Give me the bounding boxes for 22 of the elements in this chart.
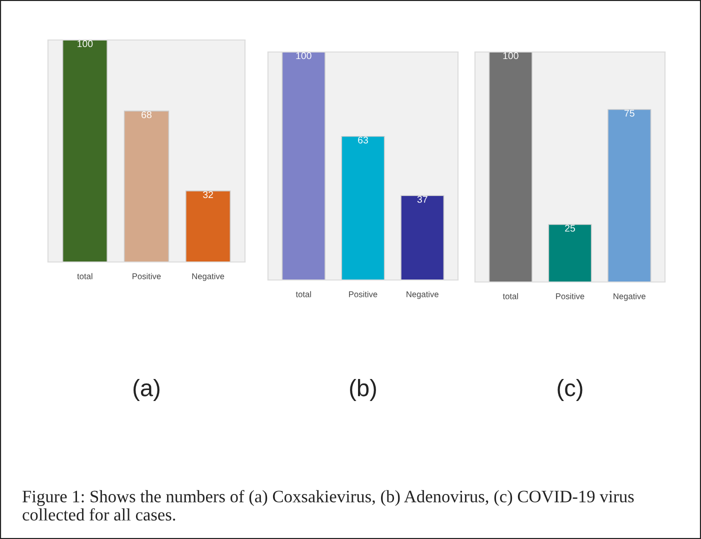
x-tick-label: Positive [132,273,161,280]
data-label: 68 [142,111,152,118]
x-axis-title: (b) [350,378,376,401]
data-label: 63 [358,136,368,144]
data-label: 100 [296,52,312,60]
x-axis-title: (a) [134,378,160,401]
x-tick-label: Positive [349,291,378,298]
x-tick-label: Negative [192,273,224,281]
x-tick-label: Negative [614,293,646,301]
x-tick-label: Negative [406,291,438,299]
data-label: 25 [565,224,575,232]
data-label: 100 [503,52,518,60]
data-label: 32 [203,191,213,198]
x-tick-label: total [77,273,92,280]
data-label: 75 [624,110,634,117]
caption: Figure 1: Shows the numbers of (a) Coxsakievirus, (b) Adenovirus, (c) COVID-19 virus collected for all cases. [22,490,634,521]
x-tick-label: total [296,291,311,298]
x-axis-title: (c) [558,378,582,401]
data-label: 100 [78,40,93,48]
data-label: 37 [417,196,428,203]
x-tick-label: Positive [556,293,584,300]
x-tick-label: total [502,293,518,300]
